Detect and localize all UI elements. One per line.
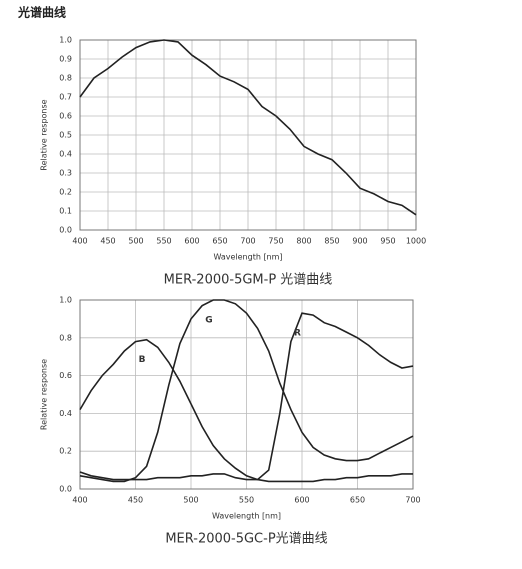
y-axis-label: Relative response <box>40 99 49 170</box>
y-tick-label: 1.0 <box>59 296 72 305</box>
chart-caption: MER-2000-5GM-P 光谱曲线 <box>164 273 333 288</box>
x-tick-label: 600 <box>294 496 309 505</box>
curve <box>79 312 414 481</box>
y-tick-label: 0.8 <box>59 333 72 342</box>
x-tick-label: 650 <box>212 237 227 246</box>
plot-frame <box>79 39 417 231</box>
curve-label: B <box>139 355 146 365</box>
x-tick-label: 800 <box>296 237 311 246</box>
x-tick-label: 450 <box>100 237 115 246</box>
y-tick-label: 0.1 <box>59 207 72 216</box>
curve <box>79 338 413 483</box>
curve-label: G <box>205 316 212 326</box>
x-tick-label: 650 <box>350 496 365 505</box>
x-tick-label: 600 <box>184 237 199 246</box>
y-tick-label: 0.2 <box>59 447 72 456</box>
x-tick-label: 1000 <box>406 237 426 246</box>
y-tick-label: 0.8 <box>59 74 72 83</box>
plot-frame <box>79 299 414 490</box>
x-tick-label: 950 <box>380 237 395 246</box>
x-tick-label: 400 <box>72 496 87 505</box>
y-tick-label: 0.2 <box>59 188 72 197</box>
x-axis-label: Wavelength [nm] <box>212 512 281 521</box>
curve-label: R <box>294 329 301 339</box>
x-tick-label: 500 <box>128 237 143 246</box>
y-tick-label: 0.0 <box>59 485 72 494</box>
page-title: 光谱曲线 <box>17 5 66 20</box>
y-tick-label: 1.0 <box>59 36 72 45</box>
y-tick-label: 0.3 <box>59 169 72 178</box>
x-tick-label: 550 <box>239 496 254 505</box>
y-tick-label: 0.6 <box>59 371 72 380</box>
x-tick-label: 400 <box>72 237 87 246</box>
x-axis-label: Wavelength [nm] <box>213 253 282 262</box>
x-tick-label: 900 <box>352 237 367 246</box>
y-tick-label: 0.6 <box>59 112 72 121</box>
y-tick-label: 0.9 <box>59 55 72 64</box>
y-axis-label: Relative response <box>40 359 49 430</box>
y-tick-label: 0.5 <box>59 131 72 140</box>
x-tick-label: 550 <box>156 237 171 246</box>
x-tick-label: 450 <box>128 496 143 505</box>
chart-caption: MER-2000-5GC-P光谱曲线 <box>165 532 327 547</box>
y-tick-label: 0.7 <box>59 93 72 102</box>
curve <box>79 299 414 483</box>
x-tick-label: 500 <box>183 496 198 505</box>
y-tick-label: 0.4 <box>59 150 72 159</box>
y-tick-label: 0.4 <box>59 409 72 418</box>
x-tick-label: 700 <box>405 496 420 505</box>
x-tick-label: 850 <box>324 237 339 246</box>
y-tick-label: 0.0 <box>59 226 72 235</box>
x-tick-label: 700 <box>240 237 255 246</box>
curve <box>79 39 417 216</box>
x-tick-label: 750 <box>268 237 283 246</box>
